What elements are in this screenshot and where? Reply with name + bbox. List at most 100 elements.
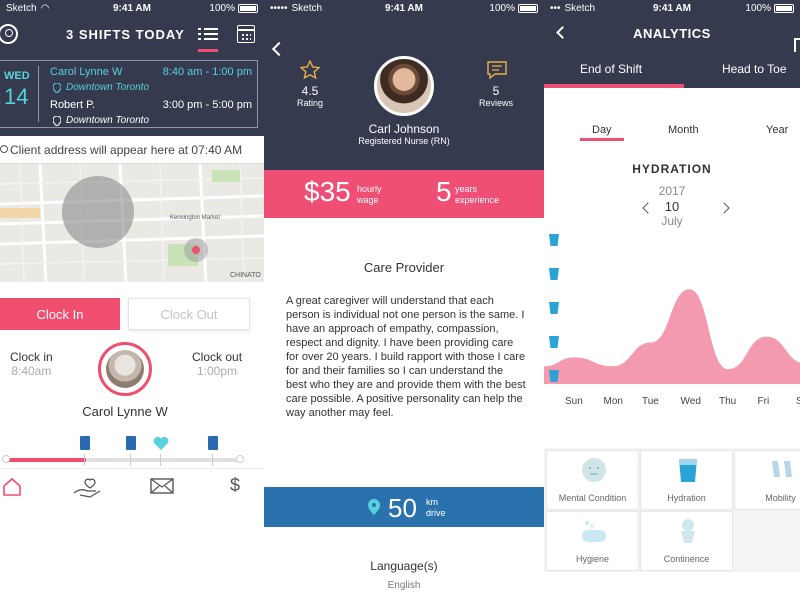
- analytics-header: ANALYTICS: [544, 16, 800, 54]
- shift-time: 3:00 pm - 5:00 pm: [162, 99, 252, 111]
- category-label: Mental Condition: [558, 493, 627, 503]
- heart-icon: [153, 436, 169, 450]
- languages-title: Language(s): [370, 559, 438, 573]
- category-hydration[interactable]: Hydration: [640, 450, 733, 510]
- category-label: Hygiene: [575, 554, 610, 564]
- shift-list: WED 14 Carol Lynne W 8:40 am - 1:00 pm D…: [0, 54, 264, 136]
- map-streets: [0, 164, 264, 282]
- toilet-icon: [681, 519, 695, 543]
- location-pin-icon: [368, 499, 380, 515]
- signal-icon: •••: [550, 2, 561, 14]
- distance-label: km drive: [426, 497, 446, 518]
- shifts-screen: Sketch ◠ 9:41 AM 100% 3 SHIFTS TODAY WED …: [0, 0, 264, 600]
- category-mobility[interactable]: Mobility: [734, 450, 800, 510]
- reviews-icon: [487, 61, 507, 80]
- category-mental-condition[interactable]: Mental Condition: [546, 450, 639, 510]
- payment-icon[interactable]: $: [230, 475, 241, 495]
- caregiver-name: Carl Johnson: [368, 122, 440, 136]
- page-title: ANALYTICS: [633, 26, 711, 41]
- map[interactable]: Kensington Market CHINATO: [0, 164, 264, 282]
- tab-bar: $: [0, 468, 264, 508]
- experience-label: years experience: [455, 184, 500, 205]
- hydration-area: [544, 289, 800, 384]
- status-bar: ••••• Sketch 9:41 AM 100%: [264, 0, 544, 16]
- shift-location: Downtown Toronto: [66, 82, 150, 93]
- clock-out-info: Clock out 1:00pm: [192, 350, 242, 378]
- period-month[interactable]: Month: [668, 124, 699, 136]
- glass-icon: [679, 459, 697, 482]
- caregiver-avatar: [374, 56, 434, 116]
- clock-out-time: 1:00pm: [197, 364, 238, 378]
- shift-weekday: WED: [4, 70, 30, 82]
- progress-fill: [6, 458, 87, 462]
- period-year[interactable]: Year: [766, 124, 789, 136]
- clock-in-title: Clock in: [10, 350, 53, 364]
- period-day[interactable]: Day: [592, 124, 612, 136]
- carrier: Sketch ◠: [6, 2, 50, 14]
- battery-percent: 100%: [489, 2, 515, 14]
- wage-label: hourly wage: [357, 184, 382, 205]
- chart-title: HYDRATION: [632, 162, 712, 176]
- clock-in-time: 8:40am: [11, 364, 52, 378]
- shift-progress-bar: [6, 458, 242, 462]
- wage-banner: $35 hourly wage 5 years experience: [264, 170, 544, 218]
- calendar-icon[interactable]: [237, 25, 255, 43]
- tab-head-to-toe[interactable]: Head to Toe: [722, 62, 787, 76]
- rating-value: 4.5: [301, 84, 319, 98]
- client-avatar: [98, 342, 152, 396]
- x-tick-label: Tue: [642, 396, 659, 407]
- category-hygiene[interactable]: Hygiene: [546, 511, 639, 571]
- shift-client-name: Carol Lynne W: [50, 66, 123, 78]
- category-label: Hydration: [667, 493, 706, 503]
- care-hand-icon[interactable]: [72, 477, 102, 499]
- profile-screen: ••••• Sketch 9:41 AM 100% 4.5 Rating 5 Re…: [264, 0, 544, 600]
- back-icon[interactable]: [271, 41, 287, 57]
- map-label: CHINATO: [230, 272, 261, 279]
- experience-value: 5: [436, 176, 452, 207]
- progress-end-dot: [236, 455, 244, 463]
- status-bar: ••• Sketch 9:41 AM 100%: [544, 0, 800, 16]
- analytics-tabs: End of Shift Head to Toe: [544, 52, 800, 88]
- x-tick-label: Sun: [565, 396, 583, 407]
- category-grid: Mental Condition Hydration Mobility Hygi…: [544, 448, 800, 572]
- shift-client-name: Robert P.: [50, 99, 96, 111]
- status-time: 9:41 AM: [385, 2, 423, 14]
- distance-value: 50: [388, 493, 417, 523]
- section-title: Care Provider: [363, 260, 445, 275]
- profile-icon[interactable]: [0, 24, 18, 44]
- divider: [38, 66, 39, 122]
- shift-card[interactable]: [0, 60, 258, 128]
- client-name: Carol Lynne W: [82, 404, 168, 419]
- list-view-icon[interactable]: [198, 25, 218, 52]
- clock-out-title: Clock out: [192, 350, 243, 364]
- category-continence[interactable]: Continence: [640, 511, 733, 571]
- clock-in-button[interactable]: Clock In: [0, 298, 120, 330]
- mail-icon[interactable]: [150, 477, 174, 495]
- home-icon[interactable]: [2, 477, 22, 497]
- clock-out-button[interactable]: Clock Out: [128, 298, 250, 330]
- reviews-label: Reviews: [478, 98, 513, 108]
- x-tick-label: Wed: [680, 396, 701, 407]
- x-tick-label: Fri: [757, 396, 770, 407]
- battery-icon: [774, 3, 794, 13]
- status-time: 9:41 AM: [113, 2, 151, 14]
- caregiver-bio: A great caregiver will understand that e…: [286, 295, 526, 419]
- address-notice: Client address will appear here at 07:40…: [0, 136, 264, 164]
- tab-end-of-shift[interactable]: End of Shift: [580, 62, 643, 76]
- soap-icon: [582, 521, 606, 542]
- medication-icon: [80, 436, 90, 450]
- chart-year: 2017: [658, 184, 686, 198]
- location-pin-icon: [53, 116, 61, 126]
- cup-icon: [549, 268, 559, 280]
- rating: 4.5 Rating: [294, 84, 326, 108]
- x-tick-label: Thu: [719, 396, 737, 407]
- battery-icon: [238, 3, 258, 13]
- progress-tick: [84, 454, 85, 466]
- location-pin-icon: [53, 83, 61, 93]
- progress-tick: [130, 454, 131, 466]
- cup-icon: [549, 370, 559, 382]
- progress-tick: [212, 454, 213, 466]
- shift-location: Downtown Toronto: [66, 115, 150, 126]
- notes-icon: [208, 436, 218, 450]
- x-tick-label: Sat: [796, 396, 800, 407]
